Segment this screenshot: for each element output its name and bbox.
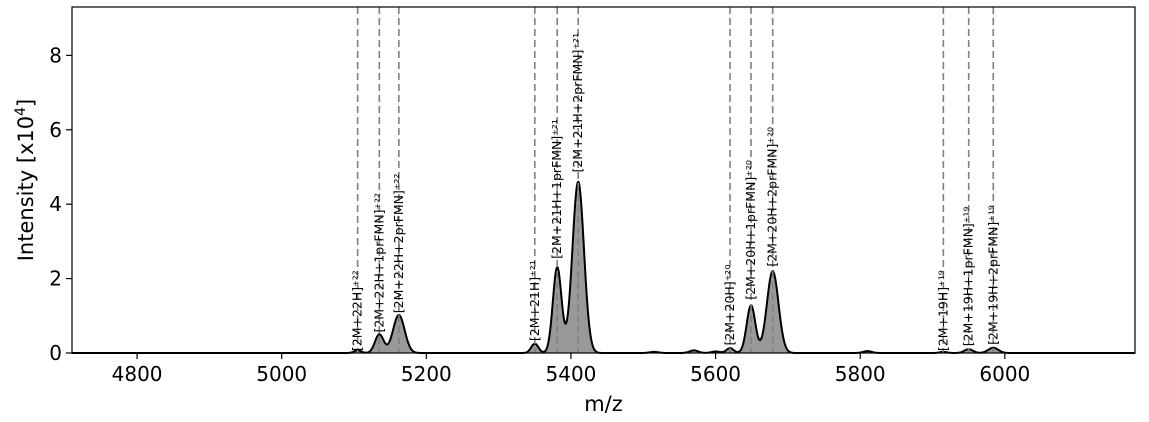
annotation-label: [2M+19H+1prFMN]⁺¹⁹ [961, 207, 976, 347]
annotation-label: [2M+20H+2prFMN]⁺²⁰ [765, 127, 780, 267]
x-tick-label: 5800 [835, 362, 886, 386]
annotation-label: [2M+22H+2prFMN]⁺²² [391, 173, 406, 313]
y-axis-ticks: 0 2 4 6 8 [49, 43, 72, 365]
y-axis-title: Intensity [x104] [13, 99, 38, 262]
annotation-label: [2M+20H]⁺²⁰ [722, 265, 737, 346]
annotation-label: [2M+19H]⁺¹⁹ [935, 270, 950, 351]
y-tick-label: 4 [49, 192, 62, 216]
annotation-label: [2M+22H+1prFMN]⁺²² [371, 193, 386, 333]
x-tick-label: 5600 [690, 362, 741, 386]
x-tick-label: 5000 [256, 362, 307, 386]
annotation-labels: [2M+22H]⁺²² [2M+22H+1prFMN]⁺²² [2M+22H+2pr… [350, 33, 1001, 351]
annotation-label: [2M+19H+2prFMN]⁺¹⁹ [985, 205, 1000, 345]
y-tick-label: 8 [49, 43, 62, 67]
annotation-label: [2M+21H]⁺²¹ [527, 260, 542, 341]
x-tick-label: 5400 [546, 362, 597, 386]
y-tick-label: 2 [49, 267, 62, 291]
x-axis-ticks: 4800 5000 5200 5400 5600 5800 6000 [112, 353, 1030, 386]
annotation-label: [2M+21H+2prFMN]⁺²¹ [570, 33, 585, 173]
y-axis-title-prefix: Intensity [x10 [14, 116, 38, 261]
y-tick-label: 0 [49, 341, 62, 365]
y-axis-title-suffix: ] [14, 99, 38, 107]
plot-area: [2M+22H]⁺²² [2M+22H+1prFMN]⁺²² [2M+22H+2pr… [72, 7, 1135, 354]
annotation-lines [356, 7, 995, 353]
x-tick-label: 5200 [401, 362, 452, 386]
x-tick-label: 6000 [979, 362, 1030, 386]
annotation-label: [2M+22H]⁺²² [350, 270, 365, 351]
x-axis-title: m/z [584, 392, 623, 416]
plot-frame [71, 6, 1136, 354]
y-tick-label: 6 [49, 118, 62, 142]
annotation-label: [2M+21H+1prFMN]⁺²¹ [549, 119, 564, 259]
annotation-label: [2M+20H+1prFMN]⁺²⁰ [743, 160, 758, 300]
x-tick-label: 4800 [112, 362, 163, 386]
y-axis-title-exponent: 4 [13, 107, 29, 116]
